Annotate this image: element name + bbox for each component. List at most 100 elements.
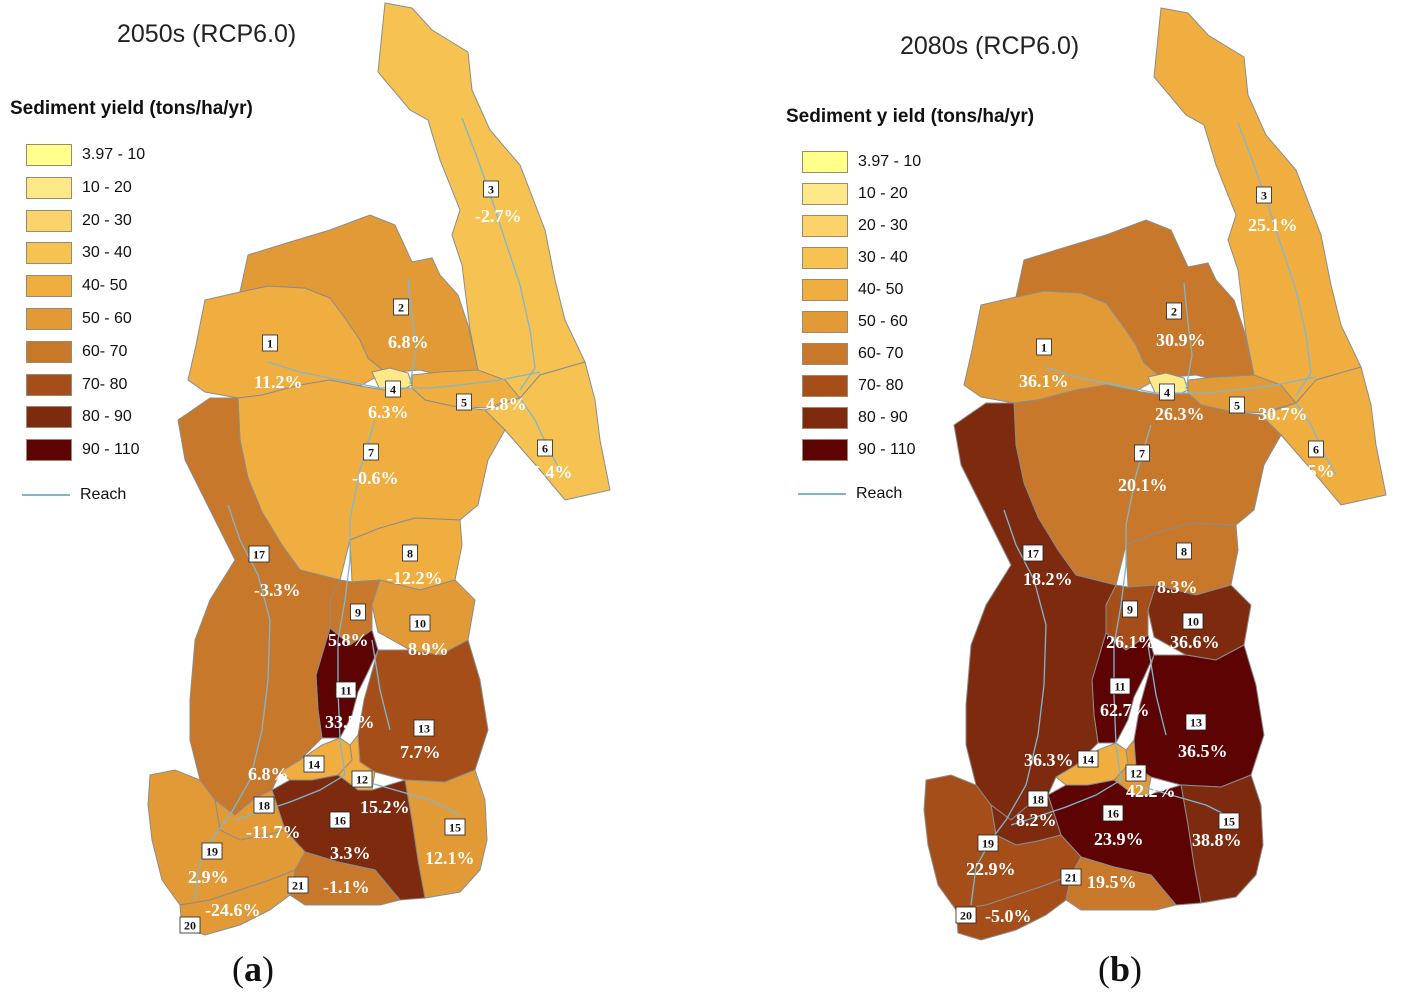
subbasin-id-label: 16 — [334, 814, 346, 828]
subbasin-21 — [1065, 856, 1177, 911]
subbasin-id-box — [1027, 790, 1049, 808]
subbasin-id-box — [287, 876, 309, 894]
legend-swatch — [802, 375, 848, 397]
subbasin-id-box — [1182, 612, 1204, 630]
subbasin-id-box — [1125, 764, 1147, 782]
subbasin-id-box — [977, 834, 999, 852]
sediment-change-label: 30.9% — [1156, 330, 1206, 350]
sediment-change-label: 25.1% — [1248, 215, 1298, 235]
subbasin-id-box — [253, 796, 275, 814]
subbasin-id-label: 7 — [368, 446, 374, 460]
subbasin-id-label: 18 — [1032, 793, 1044, 807]
legend-swatch — [26, 209, 72, 232]
legend-title: Sediment yield (tons/ha/yr) — [10, 98, 253, 119]
sediment-change-label: 8.3% — [1157, 577, 1198, 597]
subbasin-id-box — [483, 180, 499, 198]
sediment-change-label: -1.1% — [323, 877, 370, 897]
subbasin-17 — [177, 397, 341, 816]
legend-label: Reach — [80, 486, 127, 503]
subbasin-id-box — [248, 545, 270, 563]
reach-line — [359, 779, 461, 816]
legend-item: 10 - 20 — [26, 176, 132, 200]
subbasin-id-label: 11 — [340, 684, 351, 698]
subbasin-id-box — [351, 770, 373, 788]
legend-swatch — [802, 439, 848, 461]
legend-swatch — [802, 151, 848, 173]
sediment-change-label: -5.0% — [985, 906, 1032, 926]
subbasin-id-label: 21 — [292, 879, 304, 893]
sediment-change-label: 5.8% — [328, 630, 369, 650]
sediment-change-label: -3.3% — [254, 580, 301, 600]
subbasin-id-box — [393, 298, 409, 316]
subbasin-id-label: 13 — [418, 722, 430, 736]
sediment-change-label: 6.8% — [248, 764, 289, 784]
subbasin-id-label: 9 — [1127, 603, 1133, 617]
subbasin-id-label: 13 — [1190, 716, 1202, 730]
legend-item: 50 - 60 — [26, 307, 132, 331]
legend-label: 10 - 20 — [82, 178, 132, 196]
subbasin-id-box — [1229, 396, 1245, 414]
sediment-change-label: 15.2% — [360, 797, 410, 817]
sediment-change-label: 62.7% — [1100, 700, 1150, 720]
reach-layer — [194, 117, 561, 901]
legend-item: 40- 50 — [26, 274, 127, 298]
subbasin-id-label: 12 — [1130, 767, 1142, 781]
sediment-change-label: -12.2% — [387, 568, 443, 588]
subbasin-id-label: 3 — [1261, 189, 1267, 203]
legend-label: 60- 70 — [858, 345, 904, 362]
legend-item-reach: Reach — [22, 483, 126, 507]
reach-line — [1147, 644, 1167, 736]
legend-item: 20 - 30 — [26, 209, 132, 233]
legend-label: Reach — [856, 485, 903, 502]
subbasin-id-label: 15 — [1223, 815, 1235, 829]
subbasin-id-label: 6 — [1313, 443, 1319, 457]
map-panel-2050s: 2050s (RCP6.0) Sediment yield (tons/ha/y… — [10, 2, 611, 989]
legend-item: 60- 70 — [802, 342, 903, 366]
subbasin-id-box — [1166, 302, 1182, 320]
sediment-change-label: 7.7% — [400, 742, 441, 762]
reach-line — [1237, 122, 1312, 396]
reach-line — [1183, 282, 1193, 390]
subbasin-17 — [953, 402, 1117, 821]
subbasin-id-label: 2 — [398, 301, 404, 315]
reach-line — [1295, 402, 1337, 476]
legend-label: 30 - 40 — [858, 249, 908, 266]
sediment-change-label: 38.8% — [1192, 830, 1242, 850]
legend-label: 20 - 30 — [858, 217, 908, 234]
subbasin-id-box — [1102, 804, 1124, 822]
subbasin-id-box — [363, 443, 379, 461]
subbasin-id-label: 5 — [461, 396, 467, 410]
subbasin-id-box — [537, 439, 553, 457]
sediment-change-label: 4.8% — [486, 394, 527, 414]
subbasin-id-label: 11 — [1114, 680, 1125, 694]
subbasin-id-label: 19 — [982, 837, 994, 851]
legend-swatch — [802, 215, 848, 237]
subbasin-21 — [289, 851, 401, 906]
subbasin-id-label: 7 — [1139, 447, 1145, 461]
subbasin-id-box — [350, 603, 366, 621]
legend-label: 80 - 90 — [82, 408, 132, 426]
subbasin-id-box — [413, 719, 435, 737]
legend-swatch — [802, 183, 848, 205]
legend-item: 50 - 60 — [802, 310, 908, 334]
legend-item: 90 - 110 — [26, 438, 140, 462]
legend-label: 70- 80 — [82, 375, 128, 393]
legend-swatch — [26, 308, 72, 330]
sediment-change-label: 8.9% — [408, 639, 449, 659]
legend-item: 40- 50 — [802, 278, 903, 302]
subbasin-id-box — [1036, 338, 1052, 356]
subbasin-id-label: 19 — [206, 845, 218, 859]
sediment-change-label: -11.7% — [246, 822, 301, 842]
legend-label: 80 - 90 — [858, 409, 908, 426]
subbasin-id-box — [1159, 383, 1175, 401]
legend-label: 3.97 - 10 — [82, 146, 146, 163]
legend-swatch — [26, 340, 72, 363]
sediment-change-label: 23.9% — [1094, 829, 1144, 849]
sediment-change-label: 3.3% — [330, 843, 371, 863]
subbasin-id-label: 10 — [1187, 615, 1199, 629]
subbasin-id-label: 9 — [355, 606, 361, 620]
subbasin-id-box — [1218, 812, 1240, 830]
subbasin-id-box — [1308, 440, 1324, 458]
legend-item: 70- 80 — [26, 373, 127, 397]
subbasin-id-label: 3 — [488, 183, 494, 197]
